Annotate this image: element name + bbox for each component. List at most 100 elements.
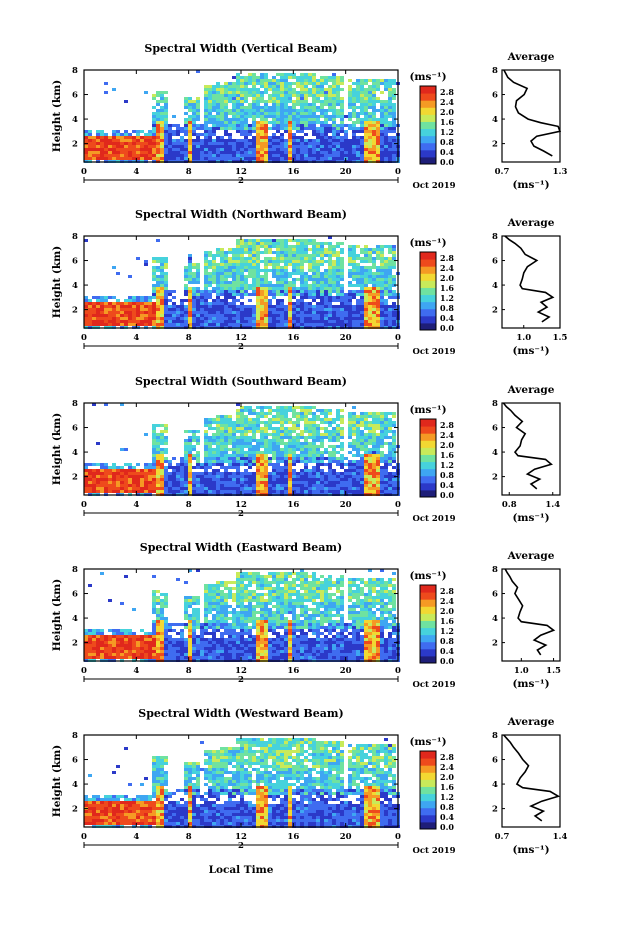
heatmap-cell bbox=[320, 481, 324, 484]
heatmap-cell bbox=[180, 320, 184, 323]
heatmap-cell bbox=[184, 139, 188, 142]
heatmap-cell bbox=[200, 299, 204, 302]
heatmap-cell bbox=[156, 302, 160, 305]
heatmap-cell bbox=[276, 257, 280, 260]
heatmap-cell bbox=[276, 245, 280, 248]
heatmap-cell bbox=[352, 481, 356, 484]
heatmap-cell bbox=[196, 487, 200, 490]
heatmap-cell bbox=[180, 317, 184, 320]
heatmap-cell bbox=[188, 460, 192, 463]
heatmap-cell bbox=[208, 421, 212, 424]
heatmap-cell bbox=[236, 403, 240, 406]
heatmap-cell bbox=[392, 245, 396, 248]
heatmap-cell bbox=[264, 79, 268, 82]
heatmap-cell bbox=[212, 148, 216, 151]
heatmap-cell bbox=[288, 293, 292, 296]
heatmap-cell bbox=[340, 445, 344, 448]
heatmap-cell bbox=[124, 305, 128, 308]
heatmap-cell bbox=[300, 88, 304, 91]
heatmap-cell bbox=[116, 157, 120, 160]
heatmap-cell bbox=[308, 127, 312, 130]
heatmap-cell bbox=[276, 251, 280, 254]
heatmap-cell bbox=[104, 139, 108, 142]
heatmap-cell bbox=[256, 121, 260, 124]
heatmap-cell bbox=[228, 439, 232, 442]
heatmap-cell bbox=[176, 308, 180, 311]
heatmap-cell bbox=[164, 257, 168, 260]
heatmap-cell bbox=[320, 79, 324, 82]
heatmap-cell bbox=[372, 317, 376, 320]
heatmap-cell bbox=[344, 154, 348, 157]
heatmap-cell bbox=[360, 287, 364, 290]
heatmap-cell bbox=[332, 296, 336, 299]
heatmap-cell bbox=[296, 127, 300, 130]
heatmap-cell bbox=[312, 266, 316, 269]
heatmap-cell bbox=[264, 487, 268, 490]
heatmap-cell bbox=[340, 409, 344, 412]
heatmap-cell bbox=[180, 314, 184, 317]
heatmap-cell bbox=[196, 103, 200, 106]
heatmap-cell bbox=[300, 451, 304, 454]
heatmap-cell bbox=[356, 299, 360, 302]
heatmap-cell bbox=[192, 487, 196, 490]
heatmap-cell bbox=[160, 463, 164, 466]
heatmap-cell bbox=[280, 475, 284, 478]
heatmap-cell bbox=[240, 91, 244, 94]
heatmap-cell bbox=[372, 424, 376, 427]
heatmap-cell bbox=[216, 142, 220, 145]
heatmap-cell bbox=[304, 97, 308, 100]
heatmap-cell bbox=[212, 133, 216, 136]
heatmap-cell bbox=[272, 445, 276, 448]
heatmap-cell bbox=[168, 154, 172, 157]
heatmap-cell bbox=[216, 424, 220, 427]
heatmap-cell bbox=[216, 439, 220, 442]
heatmap-cell bbox=[376, 466, 380, 469]
heatmap-cell bbox=[340, 442, 344, 445]
heatmap-cell bbox=[384, 112, 388, 115]
heatmap-cell bbox=[136, 296, 140, 299]
heatmap-cell bbox=[156, 130, 160, 133]
heatmap-cell bbox=[124, 100, 128, 103]
heatmap-cell bbox=[352, 266, 356, 269]
heatmap-cell bbox=[104, 302, 108, 305]
heatmap-cell bbox=[360, 127, 364, 130]
heatmap-cell bbox=[212, 121, 216, 124]
y-axis-label: Height (km) bbox=[51, 80, 63, 152]
heatmap-cell bbox=[272, 242, 276, 245]
heatmap-cell bbox=[304, 439, 308, 442]
heatmap-cell bbox=[368, 272, 372, 275]
heatmap-cell bbox=[152, 430, 156, 433]
heatmap-cell bbox=[244, 308, 248, 311]
heatmap-cell bbox=[112, 302, 116, 305]
heatmap-cell bbox=[296, 142, 300, 145]
heatmap-cell bbox=[320, 442, 324, 445]
heatmap-cell bbox=[180, 139, 184, 142]
heatmap-cell bbox=[276, 299, 280, 302]
heatmap-cell bbox=[248, 260, 252, 263]
heatmap-cell bbox=[388, 287, 392, 290]
heatmap-cell bbox=[304, 314, 308, 317]
heatmap-cell bbox=[232, 290, 236, 293]
heatmap-cell bbox=[168, 475, 172, 478]
heatmap-cell bbox=[152, 427, 156, 430]
heatmap-cell bbox=[276, 248, 280, 251]
heatmap-cell bbox=[220, 94, 224, 97]
heatmap-cell bbox=[352, 269, 356, 272]
heatmap-cell bbox=[184, 469, 188, 472]
heatmap-cell bbox=[180, 311, 184, 314]
heatmap-cell bbox=[280, 79, 284, 82]
heatmap-cell bbox=[360, 308, 364, 311]
heatmap-cell bbox=[172, 130, 176, 133]
heatmap-cell bbox=[340, 466, 344, 469]
heatmap-cell bbox=[204, 317, 208, 320]
heatmap-cell bbox=[364, 415, 368, 418]
heatmap-cell bbox=[384, 139, 388, 142]
heatmap-cell bbox=[196, 133, 200, 136]
heatmap-cell bbox=[308, 406, 312, 409]
heatmap-cell bbox=[292, 263, 296, 266]
heatmap-cell bbox=[336, 463, 340, 466]
heatmap-cell bbox=[188, 466, 192, 469]
heatmap-cell bbox=[252, 88, 256, 91]
heatmap-cell bbox=[312, 433, 316, 436]
heatmap-cell bbox=[304, 475, 308, 478]
